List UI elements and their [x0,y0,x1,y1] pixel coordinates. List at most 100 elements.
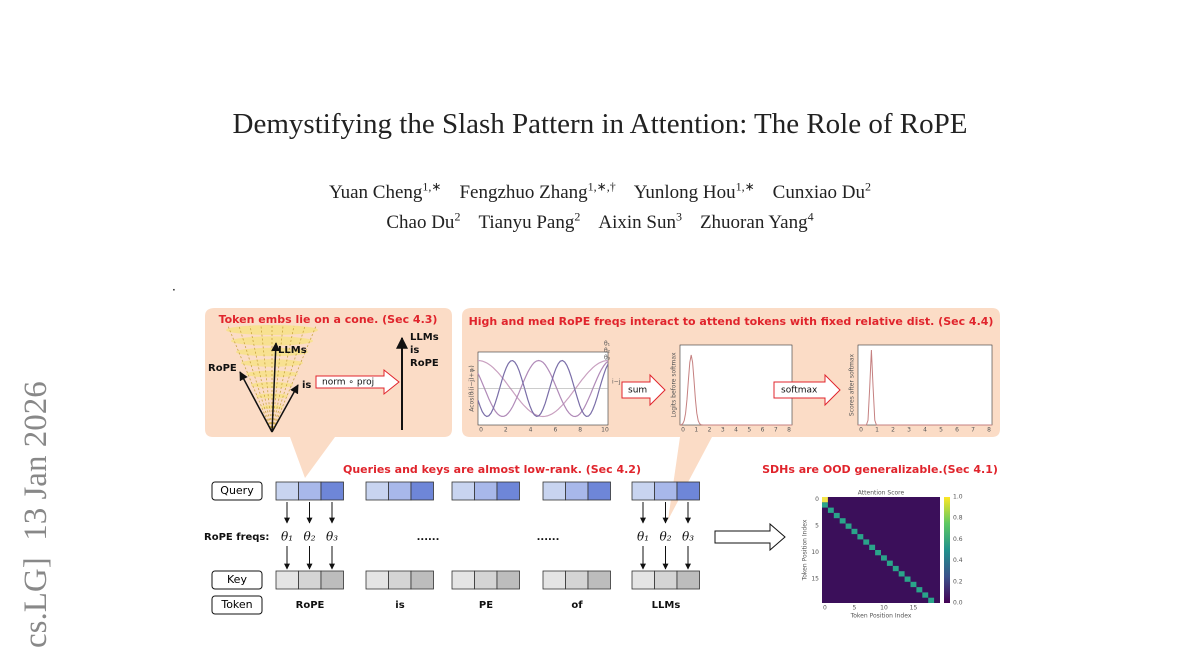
diag-cell [822,502,828,508]
cone-edge [271,325,317,433]
author-name: Tianyu Pang [478,212,575,234]
axis-label: Token Position Index [850,613,912,620]
key-cell [631,570,655,590]
author-name: Yunlong Hou [633,182,736,204]
plot-area [679,344,793,426]
query-cell [542,481,566,501]
hollow-arrow [621,373,666,407]
tick-label: 5 [747,427,751,434]
diag-cell [827,507,834,513]
axis-label: Scores after softmax [849,353,856,416]
curve [477,359,609,418]
axis-label: Logits before softmax [671,352,678,418]
label-box [211,481,263,501]
query-cell [451,481,475,501]
key-cell [654,570,678,590]
token: is [395,600,404,611]
caption: Queries and keys are almost low-rank. (S… [343,463,641,476]
query-cell [654,481,678,501]
diag-cell [892,565,899,572]
tick-label: 8 [987,427,991,434]
colorbar-label: 0.2 [953,578,963,585]
vectors: RoPE θ₁ θ₂ θ₃ is PE of LLMs θ₁ θ₂ θ₃ [275,481,700,611]
vector-label: LLMs [278,345,307,356]
panel-caption: Token embs lie on a cone. (Sec 4.3) [219,313,438,326]
paper-title: Demystifying the Slash Pattern in Attent… [232,108,968,140]
operation: sum [628,386,647,396]
query-cell [275,481,299,501]
colorbar-label: 0.0 [953,600,963,607]
token: LLMs [652,600,681,611]
tick-label: 6 [553,427,557,434]
hollow-arrow [773,373,841,407]
tick-label: 4 [734,427,738,434]
tick-label: 1 [875,427,879,434]
query-cell [587,481,611,501]
tick-label: 1 [694,427,698,434]
tick-label: 5 [853,605,857,612]
author: Fengzhuo Zhang1,∗,† [459,180,616,203]
theta: θ₁ [637,530,649,544]
caption: SDHs are OOD generalizable.(Sec 4.1) [762,463,998,476]
author-line: Yuan Cheng1,∗ Fengzhuo Zhang1,∗,† Yunlong … [0,180,1200,204]
tick-label: 6 [761,427,765,434]
tick-label: 0 [479,427,483,434]
ellipsis: ...... [417,532,440,543]
tick-label: 15 [910,605,918,612]
query-cell [676,481,700,501]
colorbar-label: 0.6 [953,536,963,543]
tick-label: 7 [774,427,778,434]
key-cell [451,570,475,590]
query-cell [320,481,344,501]
cone-ring [231,336,313,346]
heatmap-title: Attention Score [858,490,905,497]
cone-edge [271,325,306,433]
token: of [571,600,583,611]
token: PE [479,600,493,611]
diag-cell [869,544,876,550]
affiliation: 1,∗,† [587,180,616,194]
label: Key [227,573,247,586]
tick-label: 5 [815,523,819,530]
cone-edge [260,325,273,433]
tick-label: 10 [811,549,819,556]
affiliation: 1,∗ [422,180,442,194]
author: Yuan Cheng1,∗ [329,180,442,203]
colorbar-label: 1.0 [953,494,963,501]
diag-cell [875,550,881,556]
key-cell [388,570,412,590]
tick-label: 4 [923,427,927,434]
diag-cell [881,555,887,561]
tick-label: 3 [907,427,911,434]
author-name: Aixin Sun [598,212,676,234]
author: Aixin Sun3 [598,210,682,234]
diag-cell [845,523,852,529]
label: Token [220,598,252,611]
vector-label: LLMs [410,332,439,343]
key-cell [676,570,700,590]
key-cell [365,570,389,590]
tick-label: 8 [787,427,791,434]
hollow-arrow [315,368,400,396]
axis-label: Acos(θₗ(i−j)+φₗ) [469,365,476,411]
colorbar-label: 0.8 [953,515,963,522]
vector-label: is [302,380,311,391]
tick-label: 10 [880,605,888,612]
key-cell [565,570,589,590]
colorbar [944,497,950,603]
author-name: Chao Du [386,212,455,234]
theta: θ₂ [303,530,315,544]
legend-entry: θ₂ [604,348,611,355]
tick-label: 15 [811,576,819,583]
key-cell [542,570,566,590]
vector [239,371,273,433]
cone-diagram [226,325,318,433]
plot-area [857,344,993,426]
diag-cell [910,581,917,588]
ellipsis: ...... [537,532,560,543]
author: Zhuoran Yang4 [700,210,814,233]
tick-label: 7 [971,427,975,434]
